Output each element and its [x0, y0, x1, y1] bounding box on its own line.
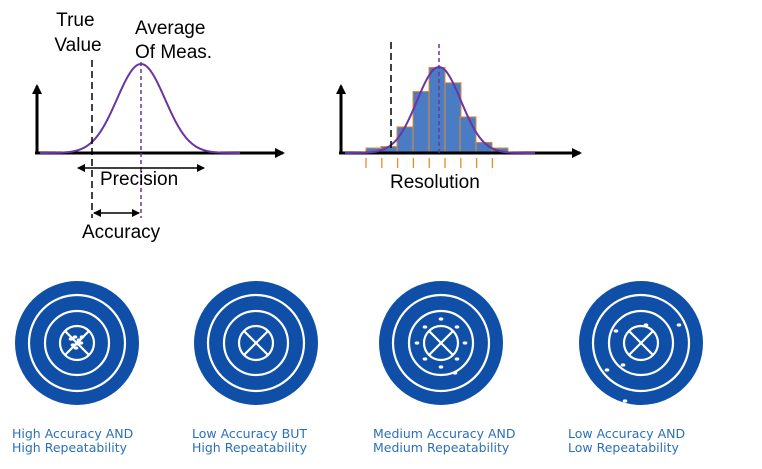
target-caption: Low Accuracy AND Low Repeatability: [568, 426, 685, 455]
left-bell-curve: [40, 62, 240, 154]
crosshair-line: [628, 330, 654, 356]
shot-mark: [422, 357, 428, 361]
shot-mark: [68, 337, 74, 341]
target-3: [379, 281, 503, 405]
target-caption: Medium Accuracy AND Medium Repeatability: [373, 426, 516, 455]
shot-mark: [676, 323, 682, 327]
shot-mark: [305, 287, 311, 291]
target-ring: [422, 324, 460, 362]
right-histogram-plot: Resolution: [336, 42, 582, 193]
shot-mark: [604, 368, 610, 372]
histogram-bar: [412, 91, 430, 154]
shot-mark: [295, 286, 301, 290]
accuracy-label: Accuracy: [82, 222, 161, 243]
target-2: [194, 281, 318, 405]
target-ring: [58, 324, 96, 362]
shot-mark: [74, 342, 80, 346]
target-ring: [607, 309, 675, 377]
target-ring: [43, 309, 111, 377]
shot-mark: [303, 291, 309, 295]
shot-mark: [306, 295, 312, 299]
shot-mark: [72, 335, 78, 339]
shot-mark: [79, 335, 85, 339]
shot-mark: [78, 341, 84, 345]
histogram-bars: [365, 66, 509, 154]
shot-mark: [300, 284, 306, 288]
shot-mark: [76, 338, 82, 342]
target-ring: [622, 324, 660, 362]
average-label: Average Of Meas.: [135, 18, 212, 63]
shot-mark: [301, 294, 307, 298]
target-caption: High Accuracy AND High Repeatability: [12, 426, 133, 455]
histogram-bar: [459, 116, 477, 154]
histogram-bar: [428, 66, 446, 154]
target-ring: [206, 293, 306, 393]
shot-mark: [70, 343, 76, 347]
crosshair-line: [243, 330, 269, 356]
resolution-label: Resolution: [390, 172, 480, 193]
shot-mark: [422, 325, 428, 329]
target-ring: [222, 309, 290, 377]
shot-mark: [706, 343, 712, 347]
shot-mark: [454, 357, 460, 361]
shot-mark: [414, 341, 420, 345]
target-caption: Low Accuracy BUT High Repeatability: [192, 426, 308, 455]
shot-mark: [452, 371, 458, 375]
histogram-bar: [396, 126, 414, 154]
target-ring: [391, 293, 491, 393]
shot-mark: [73, 346, 79, 350]
targets-row: High Accuracy AND High Repeatability Low A…: [12, 281, 712, 455]
shot-mark: [438, 317, 444, 321]
shot-mark: [620, 363, 626, 367]
true-value-label: True Value: [54, 10, 101, 56]
shot-mark: [308, 289, 314, 293]
shot-mark: [462, 341, 468, 345]
target-4: [579, 281, 712, 405]
shot-mark: [298, 290, 304, 294]
resolution-ticks: [365, 158, 494, 168]
shot-mark: [622, 399, 628, 403]
shot-mark: [454, 325, 460, 329]
shot-mark: [438, 365, 444, 369]
shot-mark: [613, 329, 619, 333]
target-ring: [27, 293, 127, 393]
left-distribution-plot: True Value Average Of Meas. Precision Ac…: [32, 10, 285, 243]
shot-mark: [608, 283, 614, 287]
target-ring: [407, 309, 475, 377]
target-ring: [237, 324, 275, 362]
target-ring: [591, 293, 691, 393]
precision-label: Precision: [100, 169, 178, 190]
right-bell-curve: [345, 65, 535, 154]
shot-mark: [643, 323, 649, 327]
crosshair-line: [428, 330, 454, 356]
target-1: [15, 281, 139, 405]
